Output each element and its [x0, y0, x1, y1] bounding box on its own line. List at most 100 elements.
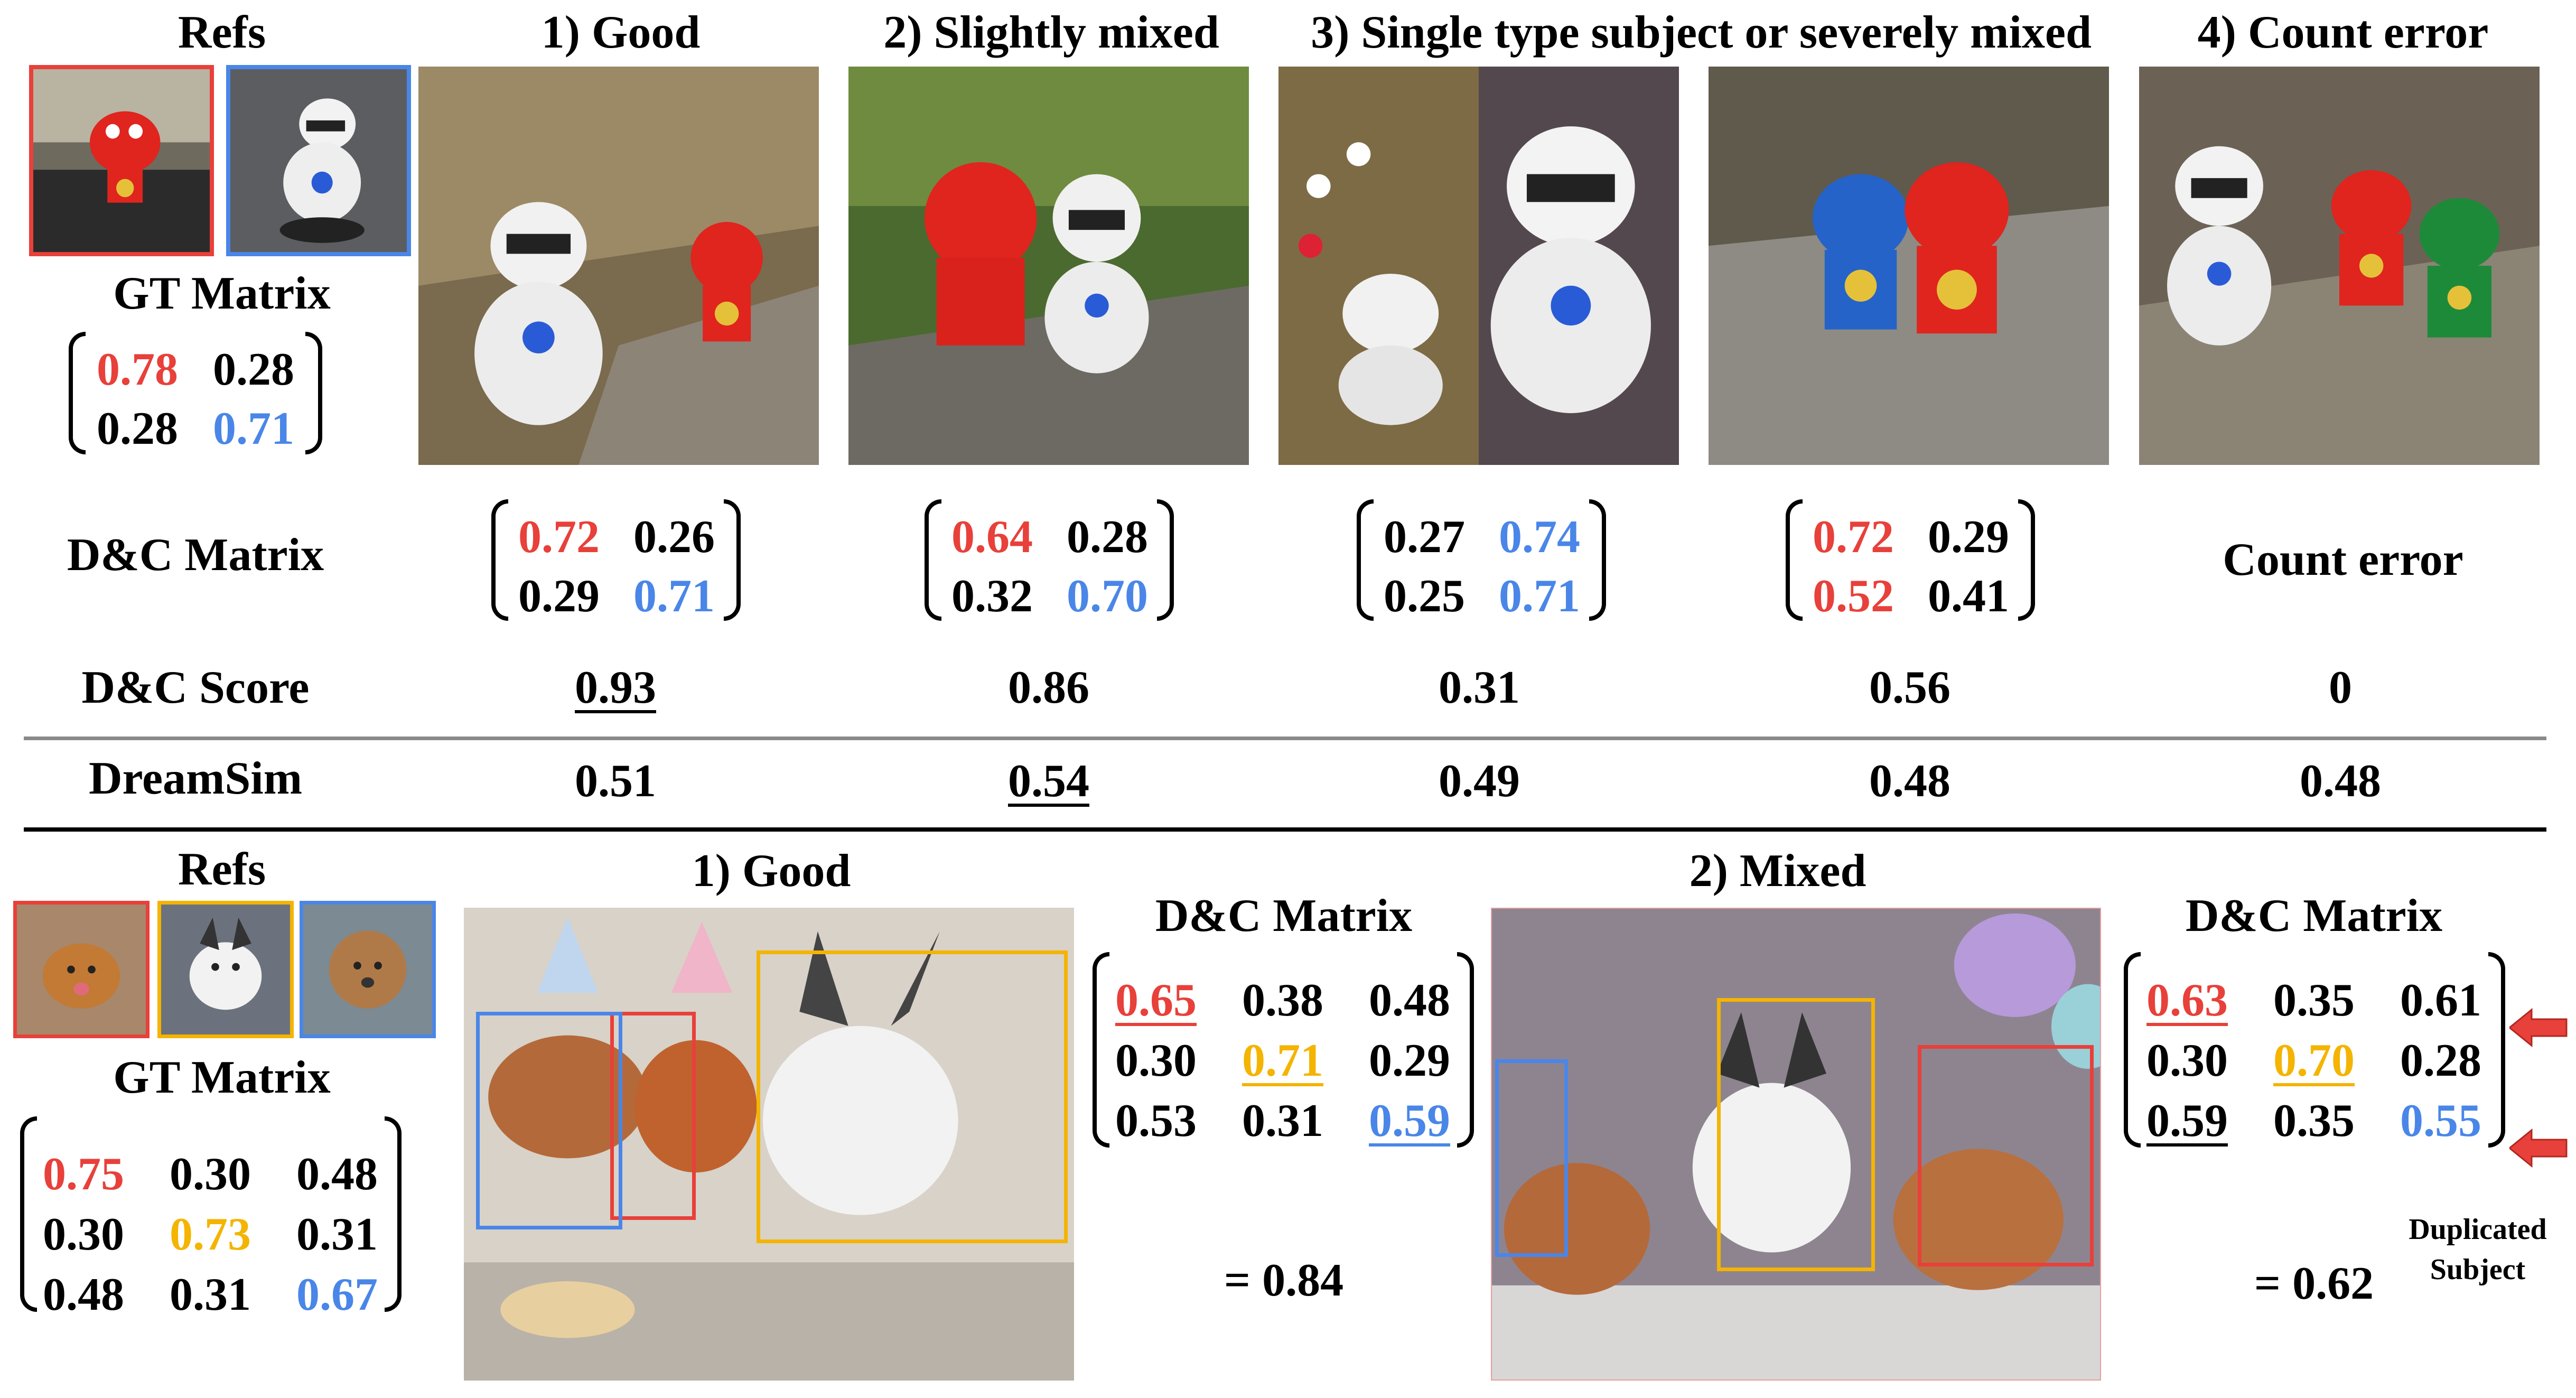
dc-cell: 0.71 — [1242, 1035, 1323, 1086]
divider-black — [24, 827, 2546, 832]
dc-cell: 0.70 — [2273, 1035, 2355, 1086]
dc-cell: 0.53 — [1115, 1095, 1197, 1147]
bottom-dc-matrix-label-2: D&C Matrix — [2185, 890, 2443, 942]
top-dc-matrix-label: D&C Matrix — [67, 529, 324, 581]
top-gt-label: GT Matrix — [113, 268, 331, 319]
dc-matrix-dogs-good: 0.65 0.38 0.48 0.30 0.71 0.29 0.53 0.31 … — [1093, 952, 1474, 1148]
bracket-left — [925, 499, 941, 621]
gt-cell: 0.31 — [170, 1269, 251, 1320]
ref-image-robot — [226, 65, 411, 256]
dc-score-single-type: 0.31 — [1439, 662, 1520, 713]
gt-cell: 0.48 — [43, 1269, 124, 1320]
dc-cell: 0.26 — [633, 511, 715, 563]
bottom-dc-matrix-label-1: D&C Matrix — [1155, 890, 1413, 942]
bracket-left — [1786, 499, 1803, 621]
dc-cell: 0.59 — [2146, 1095, 2228, 1147]
dc-cell: 0.25 — [1384, 571, 1465, 622]
bottom-gt-matrix: 0.75 0.30 0.48 0.30 0.73 0.31 0.48 0.31 … — [20, 1116, 402, 1318]
duplicated-line-1: Duplicated — [2409, 1213, 2547, 1246]
dc-score-count-error: 0 — [2329, 662, 2352, 713]
bottom-refs-label: Refs — [178, 844, 266, 895]
generated-image-count-error — [2139, 67, 2540, 465]
generated-image-severely-mixed — [1709, 67, 2109, 465]
dc-cell: 0.41 — [1928, 571, 2009, 622]
bracket-right — [305, 332, 322, 454]
count-error-text: Count error — [2223, 534, 2463, 585]
dc-score-severely-mixed: 0.56 — [1869, 662, 1950, 713]
dc-cell: 0.52 — [1813, 571, 1894, 622]
bbox-blue — [476, 1011, 623, 1229]
ref-image-poodle — [300, 901, 436, 1038]
bbox-blue — [1495, 1059, 1568, 1257]
dreamsim-single-type: 0.49 — [1439, 756, 1520, 807]
dc-cell: 0.32 — [951, 571, 1033, 622]
dc-cell: 0.35 — [2273, 975, 2355, 1026]
dreamsim-count-error: 0.48 — [2300, 756, 2381, 807]
top-gt-matrix: 0.78 0.28 0.28 0.71 — [69, 332, 322, 454]
bottom-title-good: 1) Good — [692, 845, 851, 897]
dc-cell: 0.65 — [1115, 975, 1197, 1026]
dc-cell: 0.61 — [2400, 975, 2481, 1026]
dreamsim-label: DreamSim — [88, 753, 303, 804]
gt-cell: 0.71 — [213, 403, 294, 454]
ref-image-collie — [157, 901, 294, 1038]
gt-cell: 0.28 — [213, 344, 294, 395]
dc-cell: 0.29 — [1369, 1035, 1450, 1086]
dc-matrix-good: 0.72 0.26 0.29 0.71 — [491, 499, 741, 621]
dreamsim-good: 0.51 — [575, 756, 656, 807]
generated-image-single-type — [1278, 67, 1679, 465]
column-title-slightly-mixed: 2) Slightly mixed — [883, 7, 1219, 58]
divider-gray — [24, 737, 2546, 740]
gt-cell: 0.31 — [296, 1209, 378, 1260]
dc-cell: 0.55 — [2400, 1095, 2481, 1147]
dc-cell: 0.72 — [518, 511, 600, 563]
ref-image-golden-dog — [13, 901, 150, 1038]
column-title-count-error: 4) Count error — [2197, 7, 2489, 58]
bracket-left — [2124, 952, 2141, 1148]
gt-cell: 0.30 — [170, 1149, 251, 1200]
generated-image-dogs-mixed — [1491, 908, 2101, 1381]
dc-score-dogs-good: = 0.84 — [1224, 1255, 1344, 1306]
dc-cell: 0.27 — [1384, 511, 1465, 563]
column-title-severely-mixed: 3) Single type subject or severely mixed — [1311, 7, 2092, 58]
bbox-red — [1917, 1045, 2094, 1267]
dc-cell: 0.31 — [1242, 1095, 1323, 1147]
dc-cell: 0.74 — [1499, 511, 1580, 563]
gt-cell: 0.48 — [296, 1149, 378, 1200]
generated-image-slightly-mixed — [848, 67, 1249, 465]
dc-cell: 0.63 — [2146, 975, 2228, 1026]
bracket-left — [69, 332, 86, 454]
bracket-left — [1357, 499, 1374, 621]
dc-matrix-severely-mixed: 0.72 0.29 0.52 0.41 — [1786, 499, 2035, 621]
dc-cell: 0.30 — [2146, 1035, 2228, 1086]
arrow-icon — [2509, 1128, 2568, 1168]
dc-cell: 0.38 — [1242, 975, 1323, 1026]
gt-cell: 0.30 — [43, 1209, 124, 1260]
top-refs-label: Refs — [178, 7, 266, 58]
dc-cell: 0.48 — [1369, 975, 1450, 1026]
duplicated-subject-note: Duplicated Subject — [2377, 1210, 2576, 1290]
bbox-yellow — [757, 950, 1068, 1244]
gt-cell: 0.67 — [296, 1269, 378, 1320]
dreamsim-severely-mixed: 0.48 — [1869, 756, 1950, 807]
ref-image-red-monster — [29, 65, 214, 256]
bracket-left — [491, 499, 508, 621]
dc-cell: 0.29 — [518, 571, 600, 622]
gt-cell: 0.73 — [170, 1209, 251, 1260]
dc-cell: 0.70 — [1067, 571, 1148, 622]
dc-cell: 0.71 — [633, 571, 715, 622]
dc-matrix-slightly-mixed: 0.64 0.28 0.32 0.70 — [925, 499, 1174, 621]
column-title-good: 1) Good — [541, 7, 701, 58]
dc-cell: 0.59 — [1369, 1095, 1450, 1147]
dc-cell: 0.28 — [2400, 1035, 2481, 1086]
dc-cell: 0.71 — [1499, 571, 1580, 622]
arrow-icon — [2509, 1008, 2568, 1048]
bbox-red — [610, 1011, 696, 1220]
dc-score-good: 0.93 — [575, 662, 656, 713]
bottom-gt-label: GT Matrix — [113, 1052, 331, 1103]
dc-cell: 0.28 — [1067, 511, 1148, 563]
dc-matrix-dogs-mixed: 0.63 0.35 0.61 0.30 0.70 0.28 0.59 0.35 … — [2124, 952, 2505, 1148]
gt-cell: 0.28 — [97, 403, 178, 454]
duplicated-line-2: Subject — [2430, 1253, 2526, 1286]
dc-score-label: D&C Score — [81, 662, 310, 713]
